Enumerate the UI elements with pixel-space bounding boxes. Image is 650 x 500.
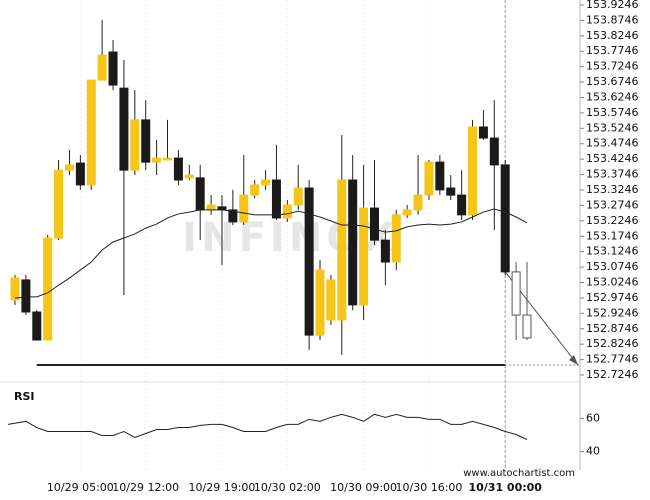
arrow-head bbox=[569, 355, 578, 366]
y-tick-label: 153.8746 bbox=[586, 13, 639, 26]
candle-body bbox=[468, 126, 478, 216]
footer: www.autochartist.com bbox=[463, 468, 575, 479]
candle-body bbox=[119, 87, 129, 171]
x-tick-label: 10/30 09:00 bbox=[330, 481, 397, 494]
x-tick-label: 10/29 12:00 bbox=[112, 481, 179, 494]
y-tick-label: 153.2746 bbox=[586, 198, 639, 211]
y-tick-label: 152.9746 bbox=[586, 291, 639, 304]
candle-body bbox=[141, 119, 151, 163]
y-tick-label: 153.9246 bbox=[586, 0, 639, 11]
candle-body bbox=[173, 157, 183, 181]
candle-body bbox=[152, 157, 162, 163]
moving-average bbox=[14, 208, 528, 299]
candle-body bbox=[489, 137, 499, 166]
y-tick-label: 153.3746 bbox=[586, 168, 639, 181]
candle-body bbox=[239, 194, 249, 223]
candle-body bbox=[163, 157, 173, 161]
y-tick-label: 152.7746 bbox=[586, 353, 639, 366]
candle-body bbox=[271, 179, 281, 219]
candle-body bbox=[282, 204, 292, 219]
x-tick-label: 10/31 00:00 bbox=[468, 481, 542, 494]
y-tick-label: 152.7246 bbox=[586, 368, 639, 381]
candle-body bbox=[457, 194, 467, 216]
candle-body bbox=[424, 161, 434, 196]
candle-body bbox=[130, 119, 140, 171]
candle-body bbox=[10, 277, 20, 301]
candle-body bbox=[250, 184, 260, 196]
y-tick-label: 153.6246 bbox=[586, 90, 639, 103]
candle-body bbox=[86, 79, 96, 186]
candle-body bbox=[108, 51, 118, 86]
x-tick-label: 10/30 02:00 bbox=[254, 481, 321, 494]
candle-body bbox=[369, 207, 379, 241]
candle-body bbox=[348, 179, 358, 306]
rsi-line bbox=[7, 413, 528, 440]
y-tick-label: 153.0246 bbox=[586, 276, 639, 289]
y-tick-label: 153.1246 bbox=[586, 245, 639, 258]
y-tick-label: 153.8246 bbox=[586, 29, 639, 42]
candle-body bbox=[326, 279, 336, 321]
rsi-label: RSI bbox=[14, 390, 35, 403]
candle-body bbox=[391, 214, 401, 263]
watermark: INFINOX bbox=[182, 215, 397, 261]
candle-body bbox=[32, 311, 42, 341]
candle-body bbox=[380, 239, 390, 263]
y-tick-label: 153.6746 bbox=[586, 75, 639, 88]
y-tick-label: 153.7246 bbox=[586, 60, 639, 73]
x-tick-label: 10/29 19:00 bbox=[189, 481, 256, 494]
candle-body bbox=[293, 187, 303, 206]
candle-body bbox=[522, 314, 532, 339]
candle-body bbox=[228, 209, 238, 223]
y-tick-label: 153.3246 bbox=[586, 183, 639, 196]
candle-body bbox=[413, 194, 423, 211]
candle-body bbox=[43, 237, 53, 341]
y-tick-label: 153.2246 bbox=[586, 214, 639, 227]
candle-body bbox=[446, 187, 456, 196]
y-tick-label: 153.1746 bbox=[586, 229, 639, 242]
y-tick-label: 153.0746 bbox=[586, 260, 639, 273]
y-tick-label: 153.5746 bbox=[586, 106, 639, 119]
candle-body bbox=[337, 179, 347, 321]
candle-body bbox=[511, 271, 521, 316]
candle-body bbox=[478, 126, 488, 139]
candle-body bbox=[75, 162, 85, 186]
candle-body bbox=[500, 164, 510, 273]
candle-body bbox=[64, 164, 74, 171]
y-tick-label: 152.9246 bbox=[586, 306, 639, 319]
candle-body bbox=[206, 204, 216, 211]
candle-body bbox=[184, 174, 194, 179]
y-tick-label: 153.5246 bbox=[586, 121, 639, 134]
x-tick-label: 10/30 16:00 bbox=[396, 481, 463, 494]
candle-body bbox=[315, 269, 325, 336]
y-tick-label: 153.4246 bbox=[586, 152, 639, 165]
y-tick-label: 152.8246 bbox=[586, 337, 639, 350]
rsi-tick-label: 60 bbox=[586, 411, 600, 424]
candle-body bbox=[195, 177, 205, 211]
candle-body bbox=[435, 161, 445, 191]
candle-body bbox=[304, 187, 314, 336]
y-tick-label: 153.4746 bbox=[586, 137, 639, 150]
x-tick-label: 10/29 05:00 bbox=[47, 481, 114, 494]
candle-body bbox=[54, 169, 64, 239]
candle-body bbox=[97, 54, 107, 81]
rsi-tick-label: 40 bbox=[586, 445, 600, 458]
candle-body bbox=[359, 207, 369, 306]
y-tick-label: 153.7746 bbox=[586, 44, 639, 57]
candle-body bbox=[402, 209, 412, 216]
y-tick-label: 152.8746 bbox=[586, 322, 639, 335]
candle-body bbox=[21, 279, 31, 313]
candle-body bbox=[261, 179, 271, 186]
